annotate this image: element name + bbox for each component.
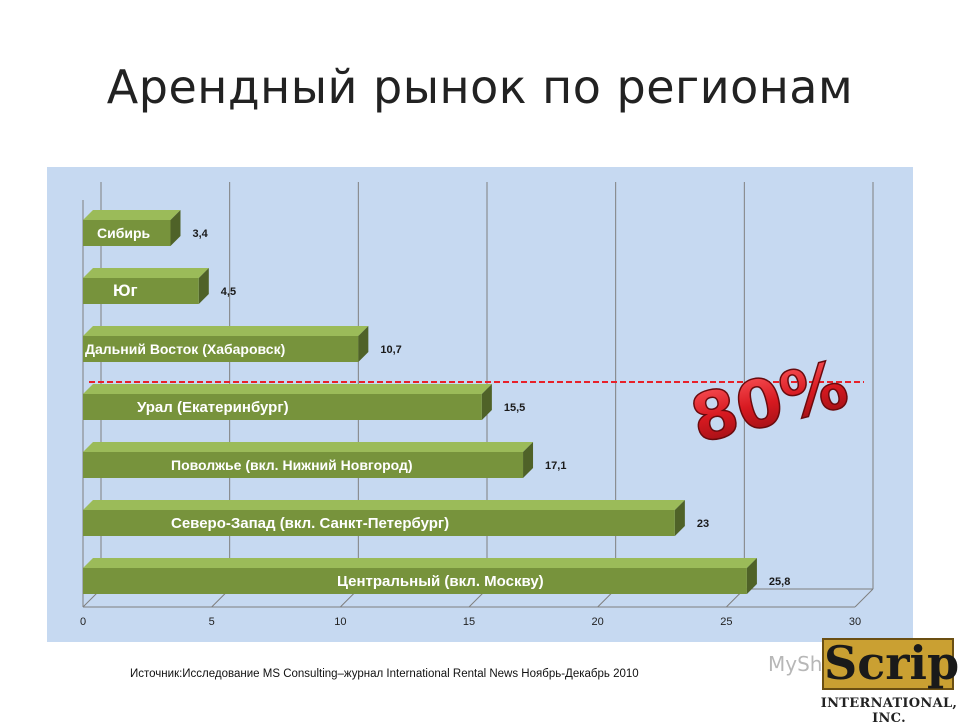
- chart-area: Сибирь 3,4 Юг 4,5 Дальний Восток (Хабаровск)…: [47, 167, 913, 642]
- bar-top-face: [83, 384, 492, 394]
- bar: [83, 326, 369, 362]
- bar-top-face: [83, 500, 685, 510]
- bar-side-face: [358, 326, 369, 362]
- script-logo: Script: [822, 636, 960, 690]
- bar-side-face: [198, 268, 209, 304]
- bar-front-face: [83, 568, 747, 594]
- data-label: 15,5: [504, 402, 525, 414]
- floor-gridline: [854, 588, 874, 608]
- category-label: Северо-Запад (вкл. Санкт-Петербург): [171, 515, 449, 532]
- x-tick-label: 5: [209, 616, 215, 628]
- slide-title: Арендный рынок по регионам: [106, 60, 854, 114]
- data-label: 3,4: [192, 228, 208, 240]
- x-tick-label: 25: [720, 616, 732, 628]
- bar-front-face: [83, 452, 524, 478]
- data-label: 10,7: [380, 344, 401, 356]
- data-label: 17,1: [545, 460, 566, 472]
- bar: [83, 442, 534, 478]
- x-tick-label: 10: [334, 616, 346, 628]
- bar: [83, 500, 685, 536]
- category-label: Сибирь: [97, 225, 151, 241]
- category-label: Центральный (вкл. Москву): [337, 573, 544, 590]
- x-tick-label: 20: [592, 616, 604, 628]
- category-label: Поволжье (вкл. Нижний Новгород): [171, 457, 413, 473]
- bar: [83, 384, 492, 420]
- bar-chart: Сибирь 3,4 Юг 4,5 Дальний Восток (Хабаровск)…: [80, 182, 874, 628]
- bar-side-face: [746, 558, 757, 594]
- bar-side-face: [170, 210, 181, 246]
- category-label: Юг: [113, 281, 138, 300]
- category-label: Урал (Екатеринбург): [137, 399, 289, 416]
- category-label: Дальний Восток (Хабаровск): [85, 341, 285, 357]
- data-label: 4,5: [221, 286, 236, 298]
- bar-side-face: [481, 384, 492, 420]
- bar: [83, 558, 757, 594]
- bar: [83, 268, 209, 304]
- x-tick-label: 30: [849, 616, 861, 628]
- bar-front-face: [83, 220, 171, 246]
- bar-top-face: [83, 210, 181, 220]
- data-label: 23: [697, 518, 709, 530]
- bar-front-face: [83, 394, 482, 420]
- bar-top-face: [83, 558, 757, 568]
- x-tick-label: 0: [80, 616, 86, 628]
- bar-top-face: [83, 326, 369, 336]
- logo-subtext: INTERNATIONAL, INC.: [820, 696, 958, 726]
- logo-text: Script: [824, 636, 960, 690]
- bar-side-face: [523, 442, 534, 478]
- annotation-80-percent: 80%: [683, 346, 855, 459]
- bar-front-face: [83, 278, 199, 304]
- source-note: Источник:Исследование MS Consulting–журн…: [130, 668, 639, 680]
- bar-side-face: [674, 500, 685, 536]
- bar-front-face: [83, 510, 675, 536]
- bar-top-face: [83, 442, 534, 452]
- bar: [83, 210, 181, 246]
- x-tick-label: 15: [463, 616, 475, 628]
- bar-top-face: [83, 268, 209, 278]
- data-label: 25,8: [769, 576, 790, 588]
- bar-front-face: [83, 336, 359, 362]
